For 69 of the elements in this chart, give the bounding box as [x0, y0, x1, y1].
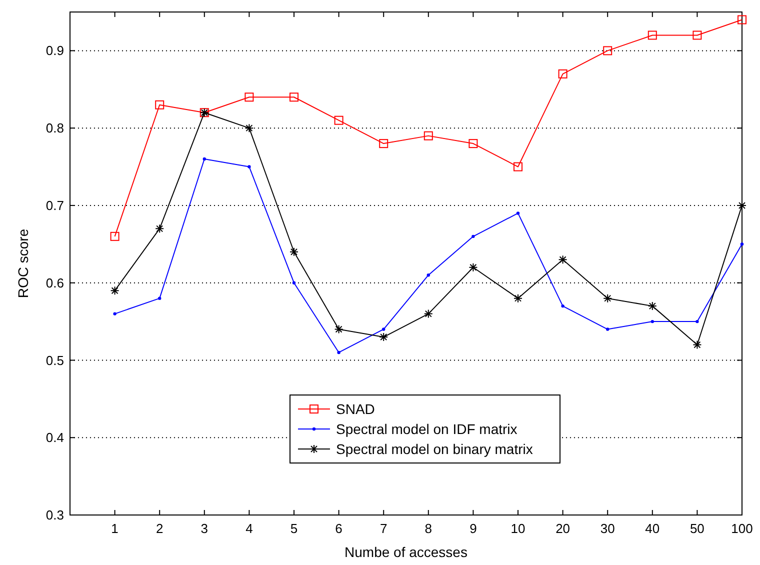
y-tick-label: 0.6: [46, 275, 64, 290]
point: [379, 332, 388, 342]
point: [696, 320, 699, 324]
point: [648, 302, 657, 311]
x-tick-label: 8: [424, 521, 432, 536]
point: [334, 324, 344, 334]
point: [110, 232, 120, 241]
point: [514, 162, 522, 172]
point: [472, 234, 475, 238]
x-tick-label: 4: [246, 521, 253, 536]
point: [692, 340, 702, 350]
y-tick-label: 0.8: [46, 120, 64, 136]
point: [468, 262, 478, 272]
x-axis-title: Numbe of accesses: [344, 544, 468, 560]
point: [692, 30, 702, 40]
x-tick-label: 50: [690, 521, 704, 536]
y-axis-title: ROC score: [15, 228, 31, 298]
x-tick-label: 3: [200, 521, 208, 536]
point: [603, 294, 612, 303]
x-tick-label: 7: [380, 521, 388, 536]
point: [558, 69, 568, 78]
point: [290, 247, 298, 256]
point: [155, 100, 164, 110]
point: [740, 242, 744, 246]
legend-label: Spectral model on binary matrix: [336, 440, 533, 457]
point: [248, 165, 251, 168]
point: [202, 157, 206, 161]
point: [426, 274, 430, 277]
legend-label: Spectral model on IDF matrix: [336, 420, 518, 437]
point: [155, 224, 164, 234]
point: [558, 255, 568, 264]
point: [292, 281, 296, 284]
point: [514, 294, 522, 303]
point: [516, 212, 520, 215]
point: [382, 328, 386, 331]
point: [244, 92, 254, 102]
point: [606, 328, 610, 331]
x-tick-label: 100: [731, 521, 753, 536]
point: [379, 139, 388, 148]
point: [468, 139, 478, 148]
point: [110, 286, 120, 296]
x-tick-label: 5: [290, 521, 298, 536]
x-tick-label: 30: [600, 521, 615, 536]
x-tick-label: 1: [111, 521, 118, 536]
y-tick-label: 0.7: [46, 198, 64, 214]
point: [650, 320, 654, 324]
point: [290, 92, 298, 102]
x-tick-label: 40: [645, 521, 660, 536]
point: [424, 131, 433, 140]
y-tick-label: 0.4: [46, 430, 64, 446]
point: [648, 30, 657, 40]
x-tick-label: 6: [335, 521, 342, 536]
point: [244, 124, 254, 133]
y-tick-label: 0.3: [46, 508, 64, 523]
point: [424, 309, 433, 318]
point: [561, 304, 564, 308]
y-tick-label: 0.5: [46, 352, 64, 368]
x-tick-label: 9: [470, 521, 477, 536]
point: [334, 116, 344, 125]
y-tick-label: 0.9: [46, 43, 64, 58]
point: [603, 46, 612, 56]
point: [113, 312, 116, 316]
point: [337, 350, 340, 354]
x-tick-label: 2: [156, 521, 164, 536]
point: [158, 296, 162, 300]
legend-label: SNAD: [336, 400, 375, 417]
x-tick-label: 10: [510, 521, 526, 536]
point: [738, 15, 746, 24]
x-tick-label: 20: [556, 521, 570, 536]
